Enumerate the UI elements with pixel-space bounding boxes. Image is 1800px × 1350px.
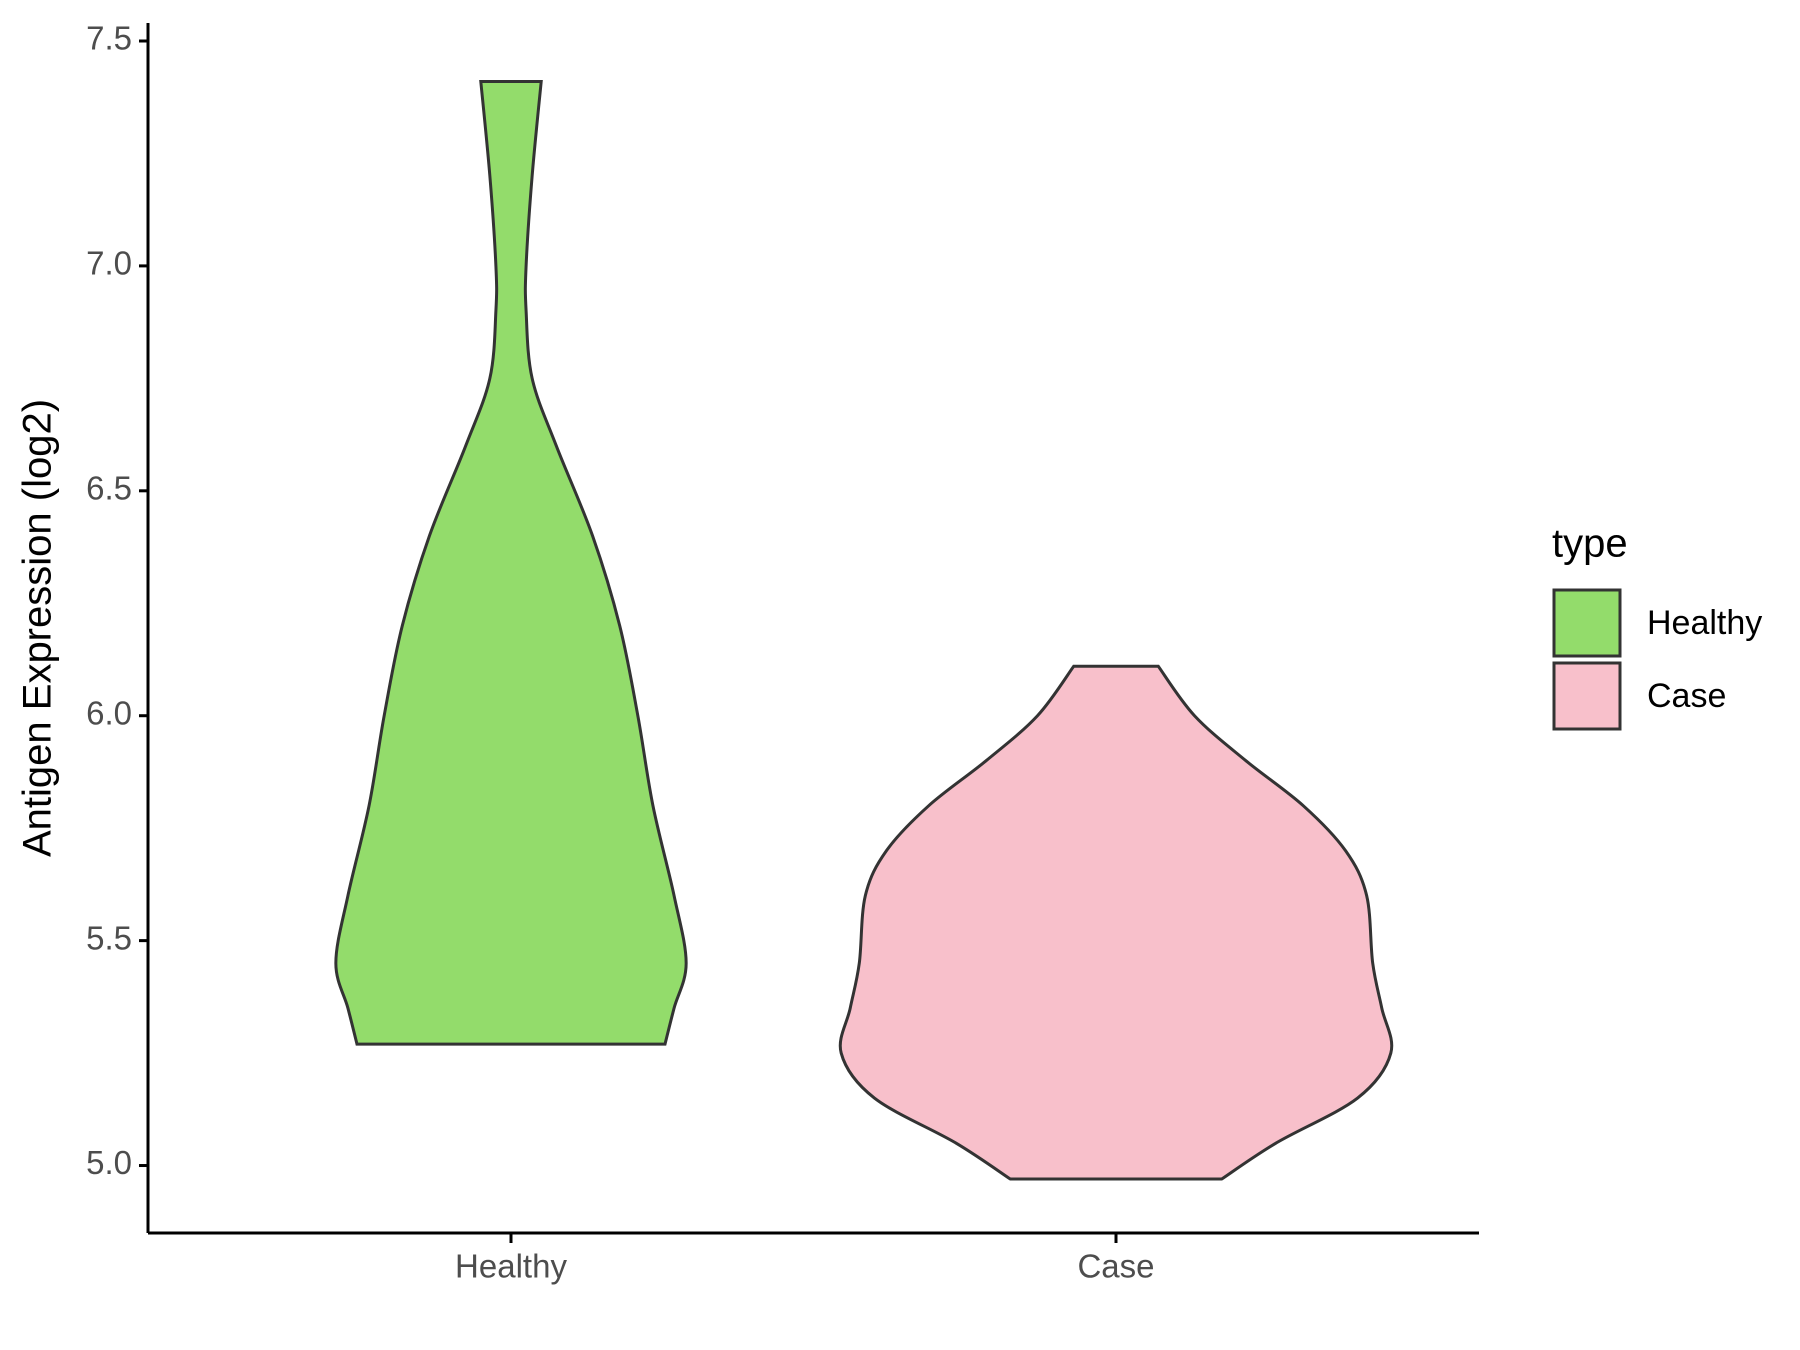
- violin: [838, 664, 1394, 1181]
- y-tick-label: 7.5: [86, 20, 132, 57]
- y-tick-label: 5.0: [86, 1144, 132, 1181]
- legend-key: [1552, 661, 1622, 731]
- legend-label: Case: [1647, 677, 1726, 715]
- y-tick-label: 5.5: [86, 919, 132, 956]
- y-tick-label: 6.0: [86, 694, 132, 731]
- legend-title: type: [1552, 522, 1628, 566]
- y-tick-label: 6.5: [86, 470, 132, 507]
- y-axis-title: Antigen Expression (log2): [16, 399, 60, 857]
- legend-label: Healthy: [1647, 604, 1762, 642]
- y-tick-label: 7.0: [86, 245, 132, 282]
- violin: [334, 79, 688, 1046]
- x-tick-label: Healthy: [455, 1248, 567, 1285]
- legend-key: [1552, 588, 1622, 658]
- x-tick-label: Case: [1077, 1248, 1154, 1285]
